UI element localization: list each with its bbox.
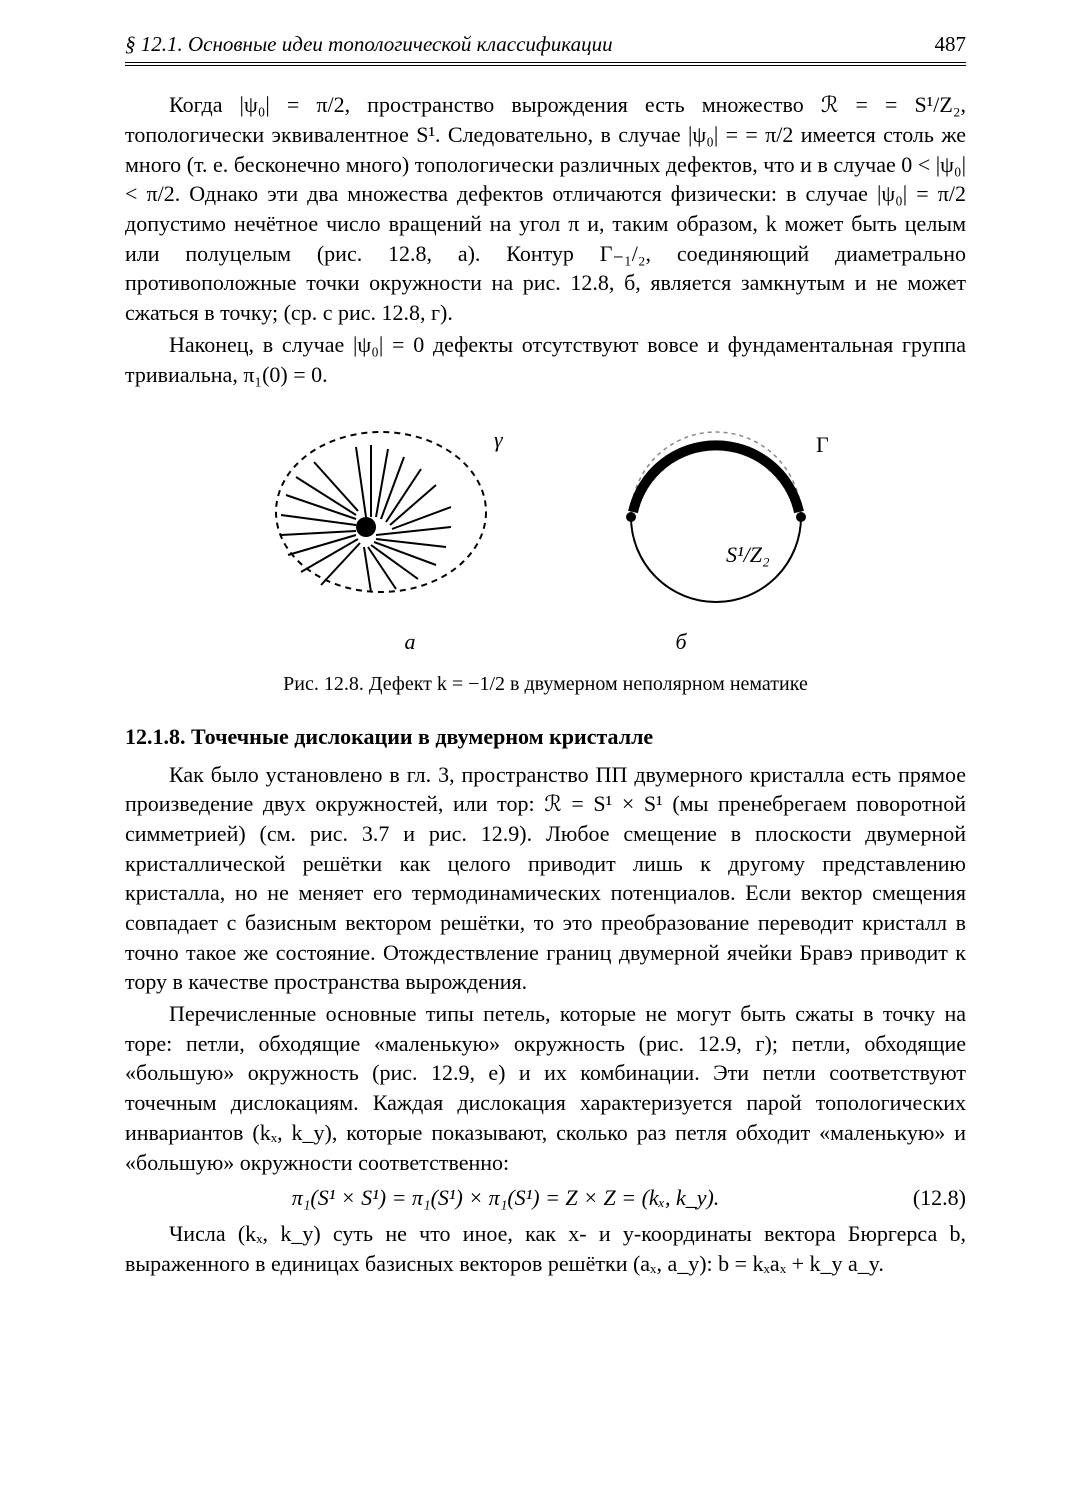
svg-text:S¹/Z₂: S¹/Z₂ [726,542,770,567]
paragraph-2: Наконец, в случае |ψ₀| = 0 дефекты отсут… [125,330,966,389]
paragraph-4: Перечисленные основные типы петель, кото… [125,999,966,1177]
figure-12-8-a: γ [246,407,526,617]
header-section-title: § 12.1. Основные идеи топологической кла… [125,30,613,58]
figure-sublabel-b: б [675,627,686,657]
svg-text:γ: γ [494,427,504,452]
figure-sublabel-a: а [404,627,415,657]
paragraph-5: Числа (kₓ, k_y) суть не что иное, как x-… [125,1219,966,1278]
figure-12-8-caption: Рис. 12.8. Дефект k = −1/2 в двумерном н… [125,671,966,698]
running-header: § 12.1. Основные идеи топологической кла… [125,30,966,60]
equation-12-8-number: (12.8) [886,1183,966,1213]
paragraph-1: Когда |ψ₀| = π/2, пространство вырождени… [125,90,966,328]
page-number: 487 [935,30,967,58]
header-rule-top [125,62,966,63]
paragraph-3: Как было установлено в гл. 3, пространст… [125,760,966,998]
section-heading-12-1-8: 12.1.8. Точечные дислокации в двумерном … [125,722,966,752]
figure-sublabels: а б [125,627,966,657]
figure-12-8-b: Γ S¹/Z₂ [586,407,846,617]
figure-12-8: γ [125,407,966,617]
equation-12-8: π₁(S¹ × S¹) = π₁(S¹) × π₁(S¹) = Z × Z = … [125,1183,966,1213]
header-rule-bottom [125,65,966,66]
svg-text:Γ: Γ [816,432,829,457]
equation-12-8-formula: π₁(S¹ × S¹) = π₁(S¹) × π₁(S¹) = Z × Z = … [125,1183,886,1213]
